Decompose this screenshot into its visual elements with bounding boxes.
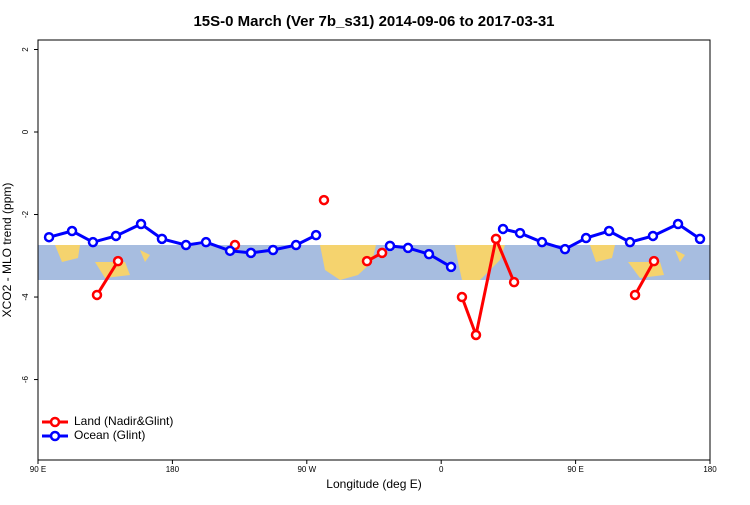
y-axis-label: XCO2 - MLO trend (ppm) [0, 183, 14, 318]
data-point [245, 247, 257, 259]
data-point [694, 233, 706, 245]
data-point [87, 236, 99, 248]
data-point [490, 233, 502, 245]
data-point [497, 223, 509, 235]
chart-title: 15S-0 March (Ver 7b_s31) 2014-09-06 to 2… [193, 13, 554, 30]
x-tick-label: 0 [439, 465, 444, 474]
data-point [514, 227, 526, 239]
data-point [536, 236, 548, 248]
data-point [91, 289, 103, 301]
legend-label: Land (Nadir&Glint) [74, 414, 173, 428]
data-point [559, 243, 571, 255]
data-point [445, 261, 457, 273]
data-point [647, 230, 659, 242]
data-point [112, 255, 124, 267]
y-tick-label: 2 [21, 47, 30, 52]
data-point [110, 230, 122, 242]
data-point [66, 225, 78, 237]
data-point [224, 245, 236, 257]
plot-frame [37, 39, 711, 461]
data-point [384, 240, 396, 252]
data-point [376, 247, 388, 259]
data-point [629, 289, 641, 301]
y-tick-label: 0 [21, 129, 30, 134]
data-point [318, 194, 330, 206]
legend-label: Ocean (Glint) [74, 428, 145, 442]
x-tick-label: 180 [703, 465, 717, 474]
series-line [95, 233, 656, 341]
data-point [423, 248, 435, 260]
data-point [470, 329, 482, 341]
map-band [38, 245, 710, 280]
x-tick-label: 180 [166, 465, 180, 474]
data-point [456, 291, 468, 303]
data-point [180, 239, 192, 251]
legend-marker [49, 416, 61, 428]
legend-marker [49, 430, 61, 442]
data-point [267, 244, 279, 256]
data-point [361, 255, 373, 267]
data-point [508, 276, 520, 288]
data-point [580, 232, 592, 244]
data-point [603, 225, 615, 237]
data-point [43, 231, 55, 243]
data-point [290, 239, 302, 251]
data-point [135, 218, 147, 230]
data-point [200, 236, 212, 248]
data-point [310, 229, 322, 241]
data-point [156, 233, 168, 245]
y-tick-label: -2 [21, 210, 30, 218]
x-tick-label: 90 E [567, 465, 583, 474]
x-tick-label: 90 W [297, 465, 316, 474]
y-tick-label: -4 [21, 293, 30, 301]
data-point [672, 218, 684, 230]
data-point [648, 255, 660, 267]
x-tick-label: 90 E [30, 465, 46, 474]
data-point [624, 236, 636, 248]
data-point [402, 242, 414, 254]
x-axis-label: Longitude (deg E) [326, 477, 421, 491]
y-tick-label: -6 [21, 375, 30, 383]
